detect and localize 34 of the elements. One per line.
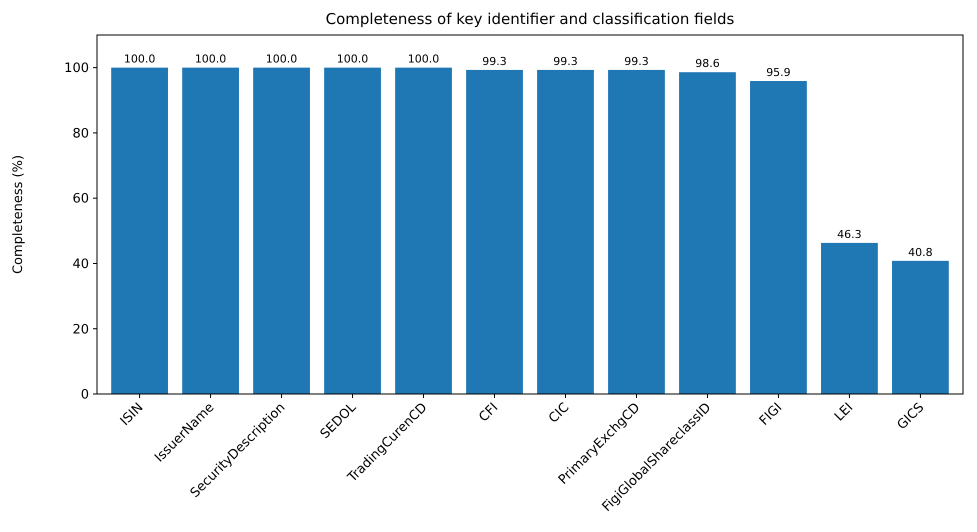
y-tick-label: 20	[72, 322, 89, 338]
data-label: 40.8	[908, 246, 933, 259]
bar	[892, 260, 949, 394]
x-tick-label: LEI	[832, 400, 856, 424]
bar	[182, 68, 239, 394]
data-label: 100.0	[336, 52, 368, 66]
data-label: 46.3	[837, 228, 862, 241]
y-tick-label: 40	[72, 257, 89, 272]
bar	[750, 81, 807, 394]
y-tick-label: 100	[64, 61, 89, 76]
y-tick-label: 80	[72, 126, 89, 142]
chart-title: Completeness of key identifier and classification fields	[326, 10, 735, 28]
bar	[466, 70, 523, 394]
data-label: 99.3	[624, 54, 649, 68]
data-label: 99.3	[482, 54, 507, 68]
bar	[324, 68, 381, 394]
bar	[395, 68, 452, 394]
bar	[111, 68, 168, 394]
data-label: 100.0	[194, 52, 226, 66]
data-label: 98.6	[695, 57, 720, 70]
data-label: 100.0	[124, 52, 156, 66]
bar	[679, 72, 736, 394]
y-tick-label: 60	[72, 192, 89, 207]
bar	[608, 70, 665, 394]
x-tick-label: CFI	[476, 400, 502, 426]
bar	[253, 68, 310, 394]
y-axis-title: Completeness (%)	[11, 154, 26, 274]
bar	[537, 70, 594, 394]
data-label: 95.9	[766, 66, 791, 80]
y-tick-label: 0	[80, 388, 89, 403]
data-label: 100.0	[408, 52, 440, 66]
data-label: 99.3	[553, 54, 578, 68]
bar	[821, 242, 878, 394]
data-label: 100.0	[266, 52, 298, 66]
